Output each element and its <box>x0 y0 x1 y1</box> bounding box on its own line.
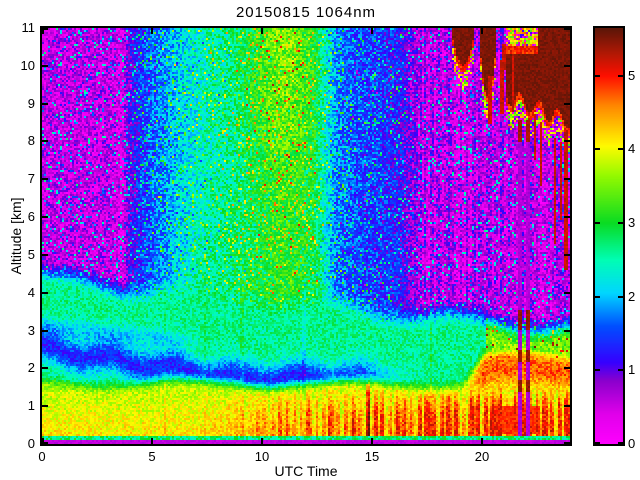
y-tick-label: 0 <box>27 436 35 451</box>
y-tick-label: 2 <box>27 360 35 376</box>
y-tick-label: 8 <box>27 133 35 149</box>
y-tick-label: 3 <box>27 322 35 338</box>
colorbar-tick-label: 4 <box>628 141 636 157</box>
y-tick-label: 9 <box>27 95 35 111</box>
colorbar <box>593 26 625 446</box>
x-axis-label: UTC Time <box>274 463 338 479</box>
x-tick-label: 5 <box>148 449 156 464</box>
colorbar-tick-label: 2 <box>628 288 636 304</box>
y-axis-label: Altitude [km] <box>8 197 24 275</box>
y-tick-label: 10 <box>20 57 35 73</box>
y-tick-label: 1 <box>27 398 35 414</box>
y-tick-label: 11 <box>21 20 36 35</box>
y-tick-label: 5 <box>27 246 35 262</box>
backscatter-heatmap-canvas <box>42 28 570 444</box>
x-tick-label: 20 <box>474 449 490 464</box>
colorbar-tick-label: 1 <box>628 362 636 378</box>
x-tick-label: 15 <box>364 449 380 464</box>
colorbar-tick-label: 5 <box>628 67 636 83</box>
plot-area <box>40 26 572 446</box>
colorbar-tick-label: 3 <box>628 215 636 231</box>
colorbar-tick-label: 0 <box>628 436 636 451</box>
plot-title: 20150815 1064nm <box>235 4 377 21</box>
x-tick-label: 10 <box>254 449 270 464</box>
y-tick-label: 6 <box>27 209 35 225</box>
y-tick-label: 7 <box>27 171 35 187</box>
x-tick-label: 0 <box>38 449 46 464</box>
y-tick-label: 4 <box>27 284 35 300</box>
colorbar-gradient-canvas <box>595 28 623 444</box>
